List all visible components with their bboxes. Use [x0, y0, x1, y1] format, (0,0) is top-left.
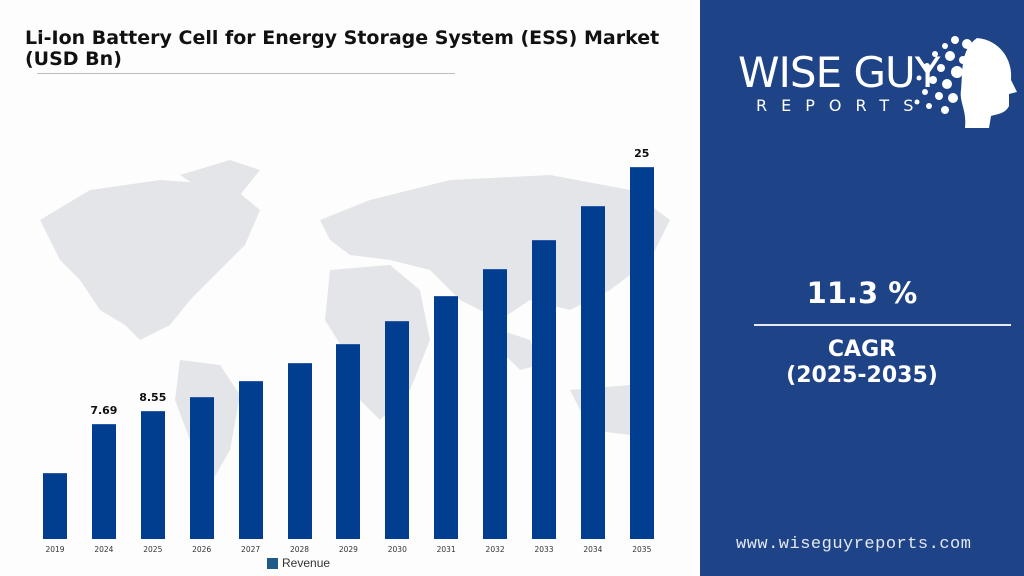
- bar-2032: [483, 269, 508, 539]
- data-label-2035: 25: [634, 147, 650, 160]
- bar-2031: [434, 296, 459, 539]
- bar-2025: [140, 411, 165, 539]
- x-tick-label: 2032: [485, 545, 505, 554]
- bar-2026: [189, 396, 214, 539]
- data-label-2024: 7.69: [90, 403, 118, 417]
- legend-label-revenue: Revenue: [282, 556, 331, 570]
- x-tick-label: 2031: [436, 545, 456, 554]
- cagr-period: (2025-2035): [786, 363, 938, 388]
- bar-2027: [238, 380, 263, 539]
- bar-2034: [580, 205, 605, 539]
- website-link[interactable]: www.wiseguyreports.com: [736, 535, 972, 554]
- x-tick-label: 2034: [583, 545, 603, 554]
- brand-panel: [700, 0, 1024, 576]
- bar-2028: [287, 362, 312, 539]
- x-tick-label: 2025: [143, 545, 163, 554]
- bar-2029: [336, 343, 361, 539]
- legend-swatch-revenue: [267, 557, 278, 569]
- chart-title-line2: (USD Bn): [25, 48, 122, 70]
- bar-2024: [91, 423, 116, 539]
- chart-title: Li-Ion Battery Cell for Energy Storage S…: [25, 28, 725, 70]
- x-tick-label: 2028: [289, 545, 310, 554]
- brand-logo-wordmark: WISE GUY: [738, 48, 940, 97]
- cagr-label: CAGR (2025-2035): [700, 337, 1024, 389]
- chart-panel: Li-Ion Battery Cell for Energy Storage S…: [25, 27, 670, 570]
- cagr-label-text: CAGR: [827, 337, 897, 362]
- chart-title-line1: Li-Ion Battery Cell for Energy Storage S…: [25, 27, 660, 49]
- x-tick-label: 2026: [192, 545, 212, 554]
- x-tick-label: 2030: [387, 545, 407, 554]
- x-tick-label: 2029: [338, 545, 358, 554]
- bar-2019: [43, 472, 67, 539]
- chart-legend: Revenue: [267, 556, 330, 570]
- cagr-value: 11.3 %: [806, 276, 918, 310]
- data-label-2025: 8.55: [139, 391, 167, 405]
- brand-logo-subtitle: REPORTS: [756, 96, 928, 115]
- bar-2033: [532, 239, 556, 539]
- bar-2030: [385, 321, 410, 539]
- x-tick-label: 2033: [534, 545, 554, 554]
- x-tick-label: 2027: [241, 545, 261, 554]
- x-tick-label: 2035: [632, 545, 652, 554]
- x-tick-label: 2024: [94, 545, 114, 554]
- title-divider: [37, 73, 455, 74]
- cagr-divider: [754, 324, 1011, 326]
- x-tick-label: 2019: [45, 545, 65, 554]
- bar-2035: [629, 167, 654, 539]
- brain-head-logo-icon: [914, 36, 1017, 128]
